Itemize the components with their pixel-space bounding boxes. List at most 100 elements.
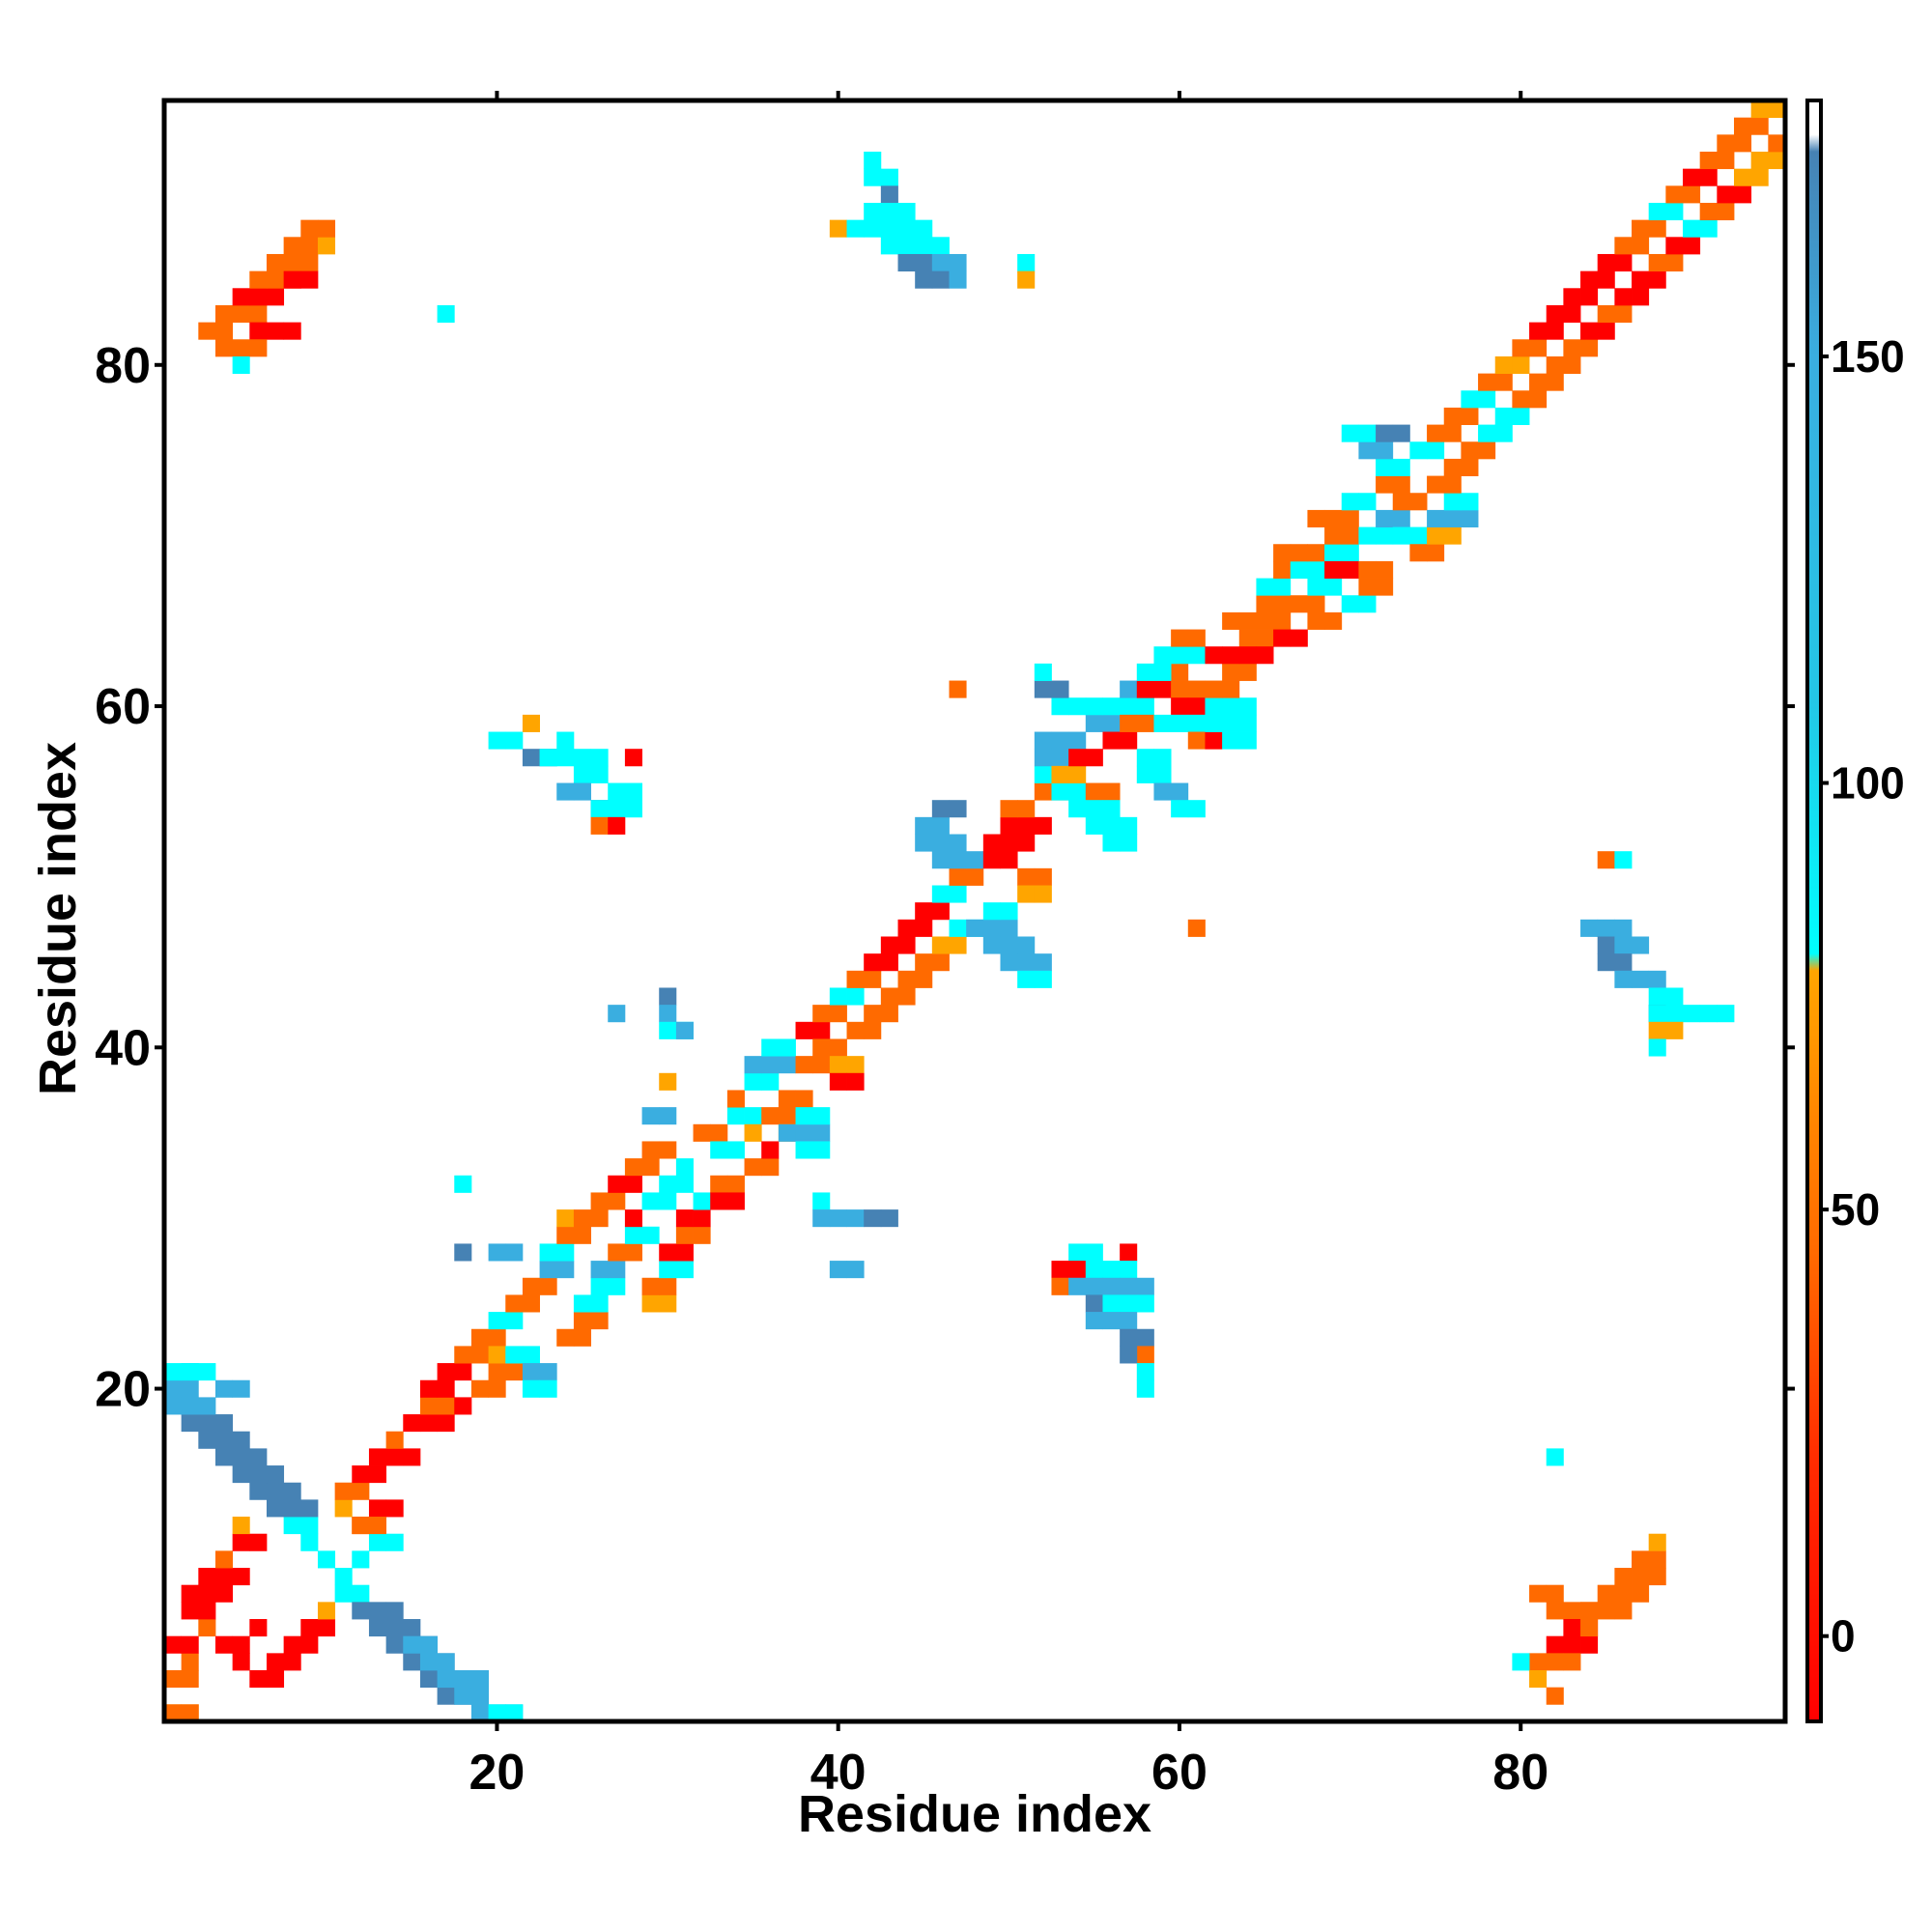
heatmap-cell [573,1294,591,1313]
heatmap-cell [1068,800,1087,818]
heatmap-cell [812,1021,831,1039]
heatmap-cell [419,1414,439,1433]
y-tick-label: 80 [95,338,151,394]
y-tick-label: 40 [95,1020,151,1076]
heatmap-cell [1512,390,1530,409]
heatmap-cell [181,1414,199,1433]
heatmap-cell [1597,322,1615,340]
heatmap-cells [164,100,1786,1722]
heatmap-cell [1136,749,1154,767]
heatmap-cell [915,834,933,852]
heatmap-cell [1085,749,1103,767]
heatmap-cell [880,168,898,186]
heatmap-cell [641,1141,660,1159]
heatmap-cell [283,1499,301,1518]
heatmap-cell [761,1141,780,1159]
heatmap-cell [1017,816,1036,835]
heatmap-cell [1376,475,1394,494]
heatmap-cell [1051,731,1069,750]
heatmap-cell [232,1465,250,1484]
x-tick-label: 40 [810,1745,867,1801]
heatmap-cell [1171,646,1189,665]
heatmap-cell [726,1141,745,1159]
heatmap-cell [641,1192,660,1210]
heatmap-cell [232,288,250,306]
heatmap-cell [1102,782,1121,801]
heatmap-cell [1034,731,1052,750]
heatmap-cell [1580,1602,1599,1620]
heatmap-cell [1068,749,1087,767]
heatmap-cell [761,1158,780,1177]
heatmap-cell [300,1635,319,1654]
heatmap-cell [317,219,336,238]
heatmap-cell [1153,782,1172,801]
heatmap-cell [181,1653,199,1671]
heatmap-cell [641,1107,660,1125]
heatmap-cell [488,1243,506,1262]
heatmap-cell [1563,304,1581,324]
heatmap-cell [1563,1653,1581,1671]
heatmap-cell [1102,1294,1121,1313]
heatmap-cell [317,1602,336,1620]
heatmap-cell [1580,1635,1599,1654]
heatmap-cell [659,1277,677,1295]
heatmap-cell [659,1107,677,1125]
heatmap-cell [1171,663,1189,681]
heatmap-cell [608,1005,626,1023]
heatmap-cell [1120,1312,1138,1330]
heatmap-cell [488,1328,506,1347]
heatmap-cell [488,1363,506,1381]
heatmap-cell [1632,288,1650,306]
heatmap-cell [761,1056,780,1074]
heatmap-cell [214,1379,234,1398]
heatmap-cell [864,1005,882,1023]
heatmap-cell [1136,1379,1154,1398]
heatmap-cell [266,322,285,340]
heatmap-cell [1614,304,1633,324]
heatmap-cell [864,151,882,170]
heatmap-cell [334,1568,353,1586]
heatmap-cell [214,1414,234,1433]
heatmap-cell [1461,493,1479,511]
heatmap-cell [795,1123,813,1142]
heatmap-cell [266,1670,285,1689]
heatmap-cell [829,987,847,1006]
heatmap-cell [419,1653,439,1671]
colorbar-tick-label: 50 [1831,1184,1880,1235]
heatmap-cell [1376,578,1394,596]
heatmap-cell [249,1482,268,1500]
heatmap-cell [1648,270,1666,289]
heatmap-cell [812,1192,831,1210]
heatmap-cell [1136,1346,1154,1364]
heatmap-cell [1085,800,1103,818]
heatmap-cell [539,1277,557,1295]
heatmap-cell [522,1294,540,1313]
heatmap-cell [573,765,591,783]
heatmap-cell [368,1465,387,1484]
heatmap-cell [846,1261,865,1279]
heatmap-cell [300,270,319,289]
heatmap-cell [1000,936,1018,954]
heatmap-cell [915,919,933,937]
heatmap-cell [880,953,898,972]
heatmap-cell [812,1123,831,1142]
heatmap-cell [1632,936,1650,954]
heatmap-cell [1290,629,1308,647]
heatmap-cell [1324,578,1343,596]
heatmap-cell [1153,765,1172,783]
heatmap-cell [283,1517,301,1535]
heatmap-cell [266,1653,285,1671]
heatmap-cell [1120,697,1138,716]
heatmap-cell [1376,458,1394,476]
heatmap-cell [539,1363,557,1381]
heatmap-cell [778,1107,796,1125]
heatmap-cell [266,270,285,289]
heatmap-cell [1529,1584,1548,1603]
heatmap-cell [1222,731,1240,750]
heatmap-cell [1187,646,1206,665]
heatmap-cell [181,1704,199,1722]
heatmap-cell [812,1141,831,1159]
heatmap-cell [1238,714,1257,732]
heatmap-cell [1614,253,1633,272]
heatmap-cell [1580,919,1599,937]
